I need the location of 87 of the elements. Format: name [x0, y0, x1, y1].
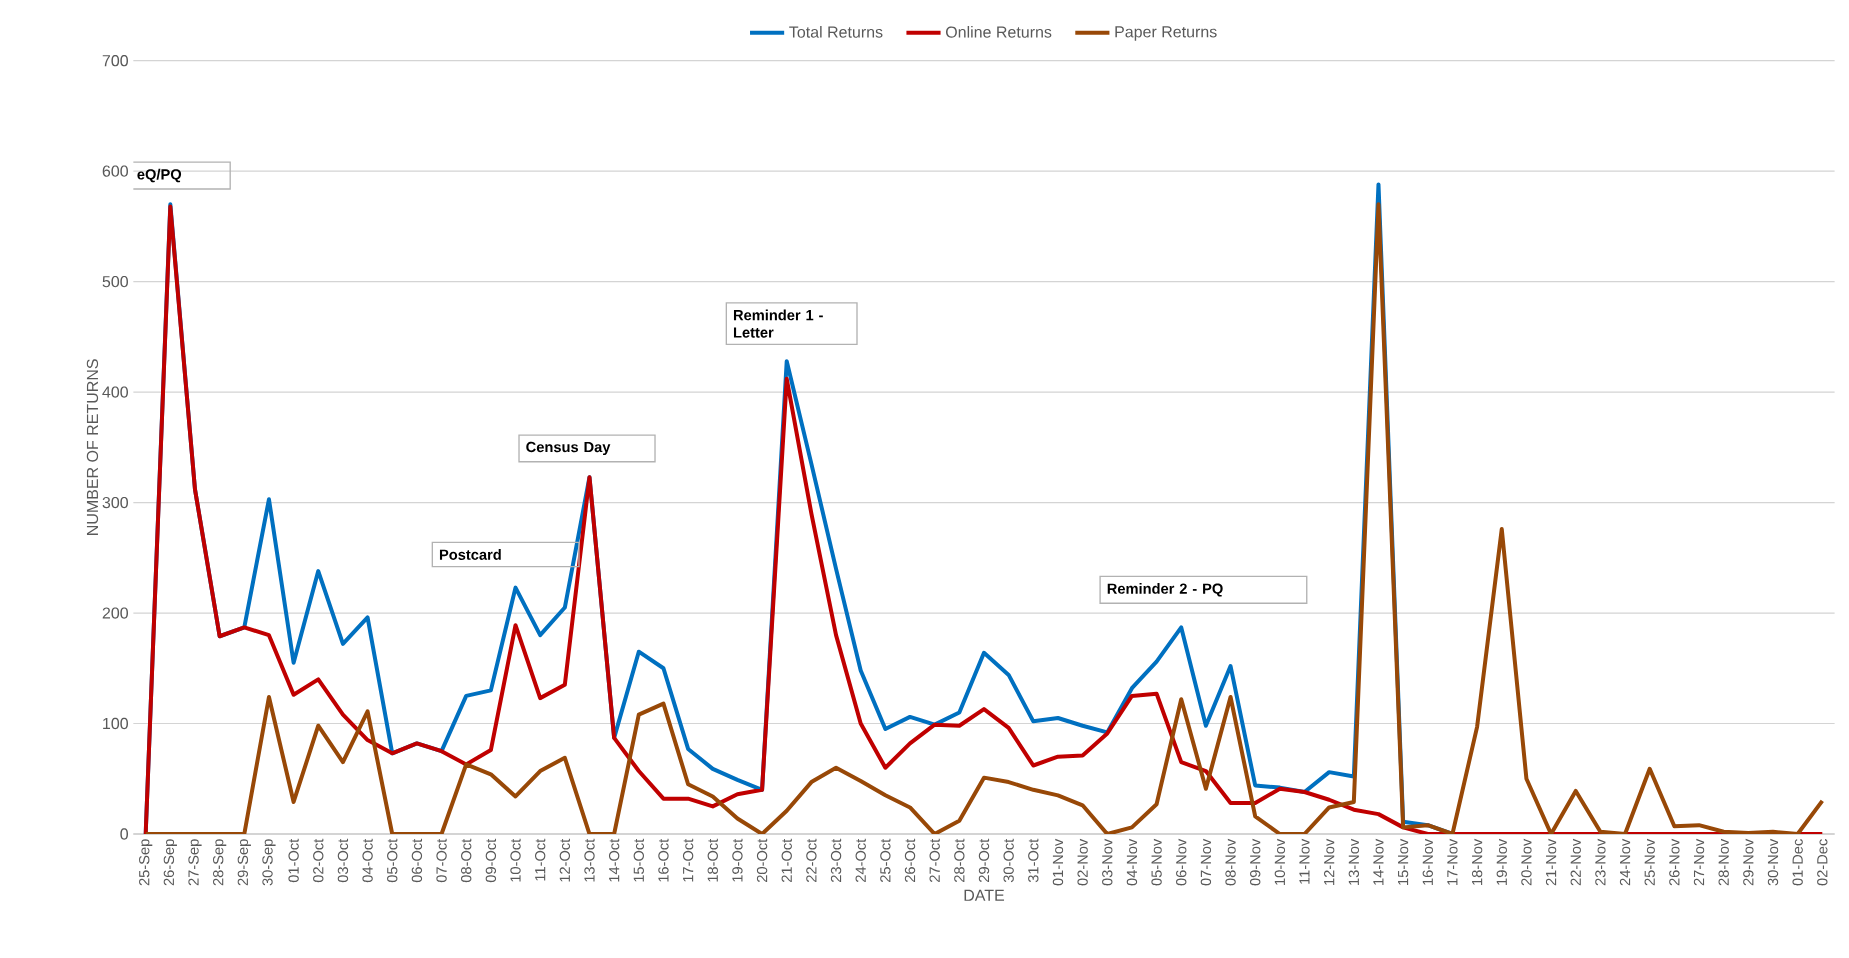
x-tick-label: 01-Oct: [288, 838, 299, 883]
x-tick-label: 10-Nov: [1274, 838, 1286, 885]
x-tick-label: 28-Oct: [954, 838, 965, 882]
x-tick-label: 29-Nov: [1743, 838, 1754, 886]
x-tick-label: 12-Nov: [1323, 838, 1335, 885]
x-tick-label: 07-Oct: [436, 838, 447, 883]
x-tick-label: 29-Sep: [237, 839, 251, 886]
x-tick-label: 20-Nov: [1521, 838, 1532, 886]
x-tick-label: 30-Sep: [262, 839, 276, 886]
x-tick-label: 27-Nov: [1693, 838, 1705, 886]
x-tick-label: 19-Nov: [1496, 838, 1507, 885]
x-axis-title: DATE: [964, 889, 1005, 901]
x-tick-label: 07-Nov: [1200, 838, 1212, 886]
legend-label: Online Returns: [945, 26, 1052, 38]
x-tick-label: 04-Oct: [362, 838, 373, 883]
y-tick-label: 100: [103, 717, 129, 730]
legend-label: Total Returns: [789, 26, 883, 38]
x-tick-label: 01-Dec: [1792, 839, 1803, 886]
x-tick-label: 25-Sep: [139, 839, 153, 886]
x-tick-label: 17-Oct: [682, 838, 694, 882]
x-tick-label: 12-Oct: [559, 838, 571, 882]
annotation: Postcard: [439, 549, 501, 560]
x-tick-label: 06-Nov: [1176, 838, 1187, 886]
x-tick-label: 26-Nov: [1669, 838, 1680, 886]
annotation: Reminder 1 - Letter: [733, 309, 823, 338]
x-tick-label: 14-Nov: [1373, 838, 1384, 885]
x-tick-label: 02-Oct: [313, 838, 324, 883]
x-tick-label: 15-Nov: [1398, 838, 1409, 885]
x-tick-label: 28-Nov: [1718, 838, 1729, 886]
x-tick-label: 20-Oct: [756, 838, 768, 882]
x-tick-label: 28-Sep: [213, 839, 227, 886]
x-tick-label: 17-Nov: [1447, 838, 1458, 885]
x-tick-label: 15-Oct: [633, 838, 644, 882]
x-tick-label: 26-Oct: [904, 838, 916, 882]
x-tick-label: 22-Oct: [806, 838, 817, 882]
y-tick-label: 400: [102, 386, 129, 398]
x-tick-label: 27-Sep: [188, 839, 202, 886]
x-tick-label: 11-Nov: [1299, 838, 1310, 884]
x-tick-label: 23-Nov: [1595, 838, 1606, 886]
x-tick-label: 26-Sep: [163, 839, 177, 886]
x-tick-label: 13-Nov: [1348, 838, 1360, 885]
y-tick-label: 600: [102, 165, 129, 177]
y-tick-label: 500: [102, 275, 129, 288]
x-tick-label: 09-Nov: [1250, 838, 1261, 886]
x-tick-label: 19-Oct: [732, 838, 743, 882]
x-tick-label: 24-Oct: [855, 838, 866, 882]
x-tick-label: 18-Oct: [707, 838, 718, 882]
x-tick-label: 29-Oct: [978, 838, 990, 882]
x-tick-label: 05-Nov: [1151, 838, 1162, 886]
x-tick-label: 25-Nov: [1644, 838, 1655, 886]
x-tick-label: 30-Oct: [1003, 838, 1014, 883]
x-tick-label: 10-Oct: [510, 838, 521, 882]
x-tick-label: 14-Oct: [608, 838, 620, 882]
x-tick-label: 03-Nov: [1102, 838, 1113, 886]
annotation: Reminder 2 - PQ: [1107, 583, 1223, 597]
annotation: eQ/PQ: [137, 168, 182, 183]
y-tick-label: 200: [102, 607, 129, 619]
x-tick-label: 08-Nov: [1225, 838, 1236, 886]
x-tick-label: 04-Nov: [1126, 838, 1138, 886]
x-tick-label: 21-Oct: [781, 838, 792, 882]
y-tick-label: 700: [102, 55, 129, 67]
x-tick-label: 31-Oct: [1028, 838, 1039, 883]
x-tick-label: 30-Nov: [1767, 838, 1779, 886]
x-tick-label: 09-Oct: [485, 838, 497, 883]
x-tick-label: 02-Dec: [1817, 839, 1828, 886]
x-tick-label: 25-Oct: [880, 838, 891, 882]
x-tick-label: 02-Nov: [1077, 838, 1088, 886]
x-tick-label: 11-Oct: [534, 838, 546, 881]
x-tick-label: 03-Oct: [337, 838, 349, 883]
x-tick-label: 23-Oct: [830, 838, 842, 882]
x-tick-label: 06-Oct: [411, 838, 423, 883]
x-tick-label: 16-Oct: [658, 838, 669, 882]
x-tick-label: 05-Oct: [387, 838, 398, 883]
annotation: Census Day: [526, 441, 611, 456]
x-tick-label: 16-Nov: [1422, 838, 1433, 885]
x-tick-label: 13-Oct: [584, 838, 595, 882]
x-tick-label: 27-Oct: [929, 838, 940, 882]
x-tick-label: 21-Nov: [1545, 838, 1557, 886]
x-tick-label: 08-Oct: [461, 838, 472, 883]
x-tick-label: 22-Nov: [1570, 838, 1581, 886]
y-tick-label: 300: [102, 496, 129, 509]
x-tick-label: 18-Nov: [1471, 838, 1483, 885]
y-tick-label: 0: [120, 828, 129, 840]
x-tick-label: 24-Nov: [1619, 838, 1631, 886]
y-axis-title: NUMBER OF RETURNS: [86, 359, 99, 535]
legend-label: Paper Returns: [1115, 26, 1217, 41]
x-tick-label: 01-Nov: [1052, 838, 1064, 886]
